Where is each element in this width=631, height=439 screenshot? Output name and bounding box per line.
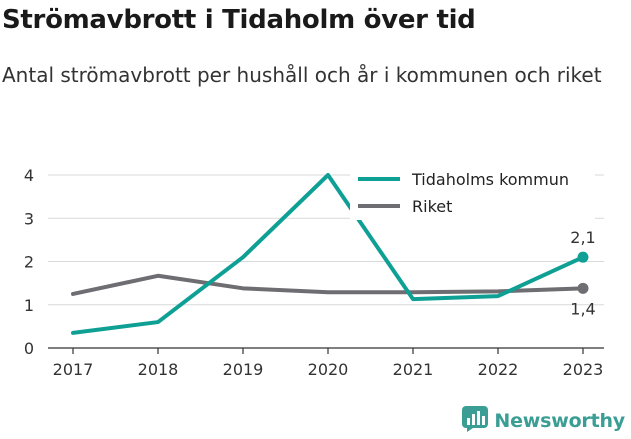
series-line (71, 173, 585, 335)
legend: Tidaholms kommun Riket (350, 164, 595, 220)
data-labels: 2,1 1,4 (570, 228, 595, 318)
x-tick-label: 2022 (478, 360, 519, 379)
brand-logo: Newsworthy (462, 406, 625, 436)
x-tick-label: 2017 (53, 360, 94, 379)
y-tick-label: 4 (24, 166, 34, 185)
y-tick-label: 0 (24, 339, 34, 358)
x-tick-label: 2018 (138, 360, 179, 379)
series (71, 173, 589, 335)
x-tick-label: 2019 (223, 360, 264, 379)
chart-subtitle: Antal strömavbrott per hushåll och år i … (2, 63, 602, 87)
x-tick-label: 2021 (393, 360, 434, 379)
legend-label: Tidaholms kommun (411, 170, 569, 189)
end-value-label: 1,4 (570, 299, 595, 318)
series-line (71, 273, 585, 296)
bar-chart-logo-icon (462, 406, 489, 436)
series-end-point (577, 282, 589, 294)
brand-name: Newsworthy (494, 410, 625, 432)
y-tick-label: 3 (24, 209, 34, 228)
chart-title: Strömavbrott i Tidaholm över tid (2, 5, 476, 35)
y-tick-label: 2 (24, 253, 34, 272)
legend-label: Riket (412, 197, 452, 216)
axes: 0 1 2 3 4 2017 2018 2019 2020 2021 2022 2023 (24, 166, 604, 379)
x-tick-label: 2020 (308, 360, 349, 379)
legend-background (350, 164, 595, 220)
y-tick-label: 1 (24, 296, 34, 315)
series-end-point (577, 251, 589, 263)
x-tick-label: 2023 (563, 360, 604, 379)
end-value-label: 2,1 (570, 228, 595, 247)
